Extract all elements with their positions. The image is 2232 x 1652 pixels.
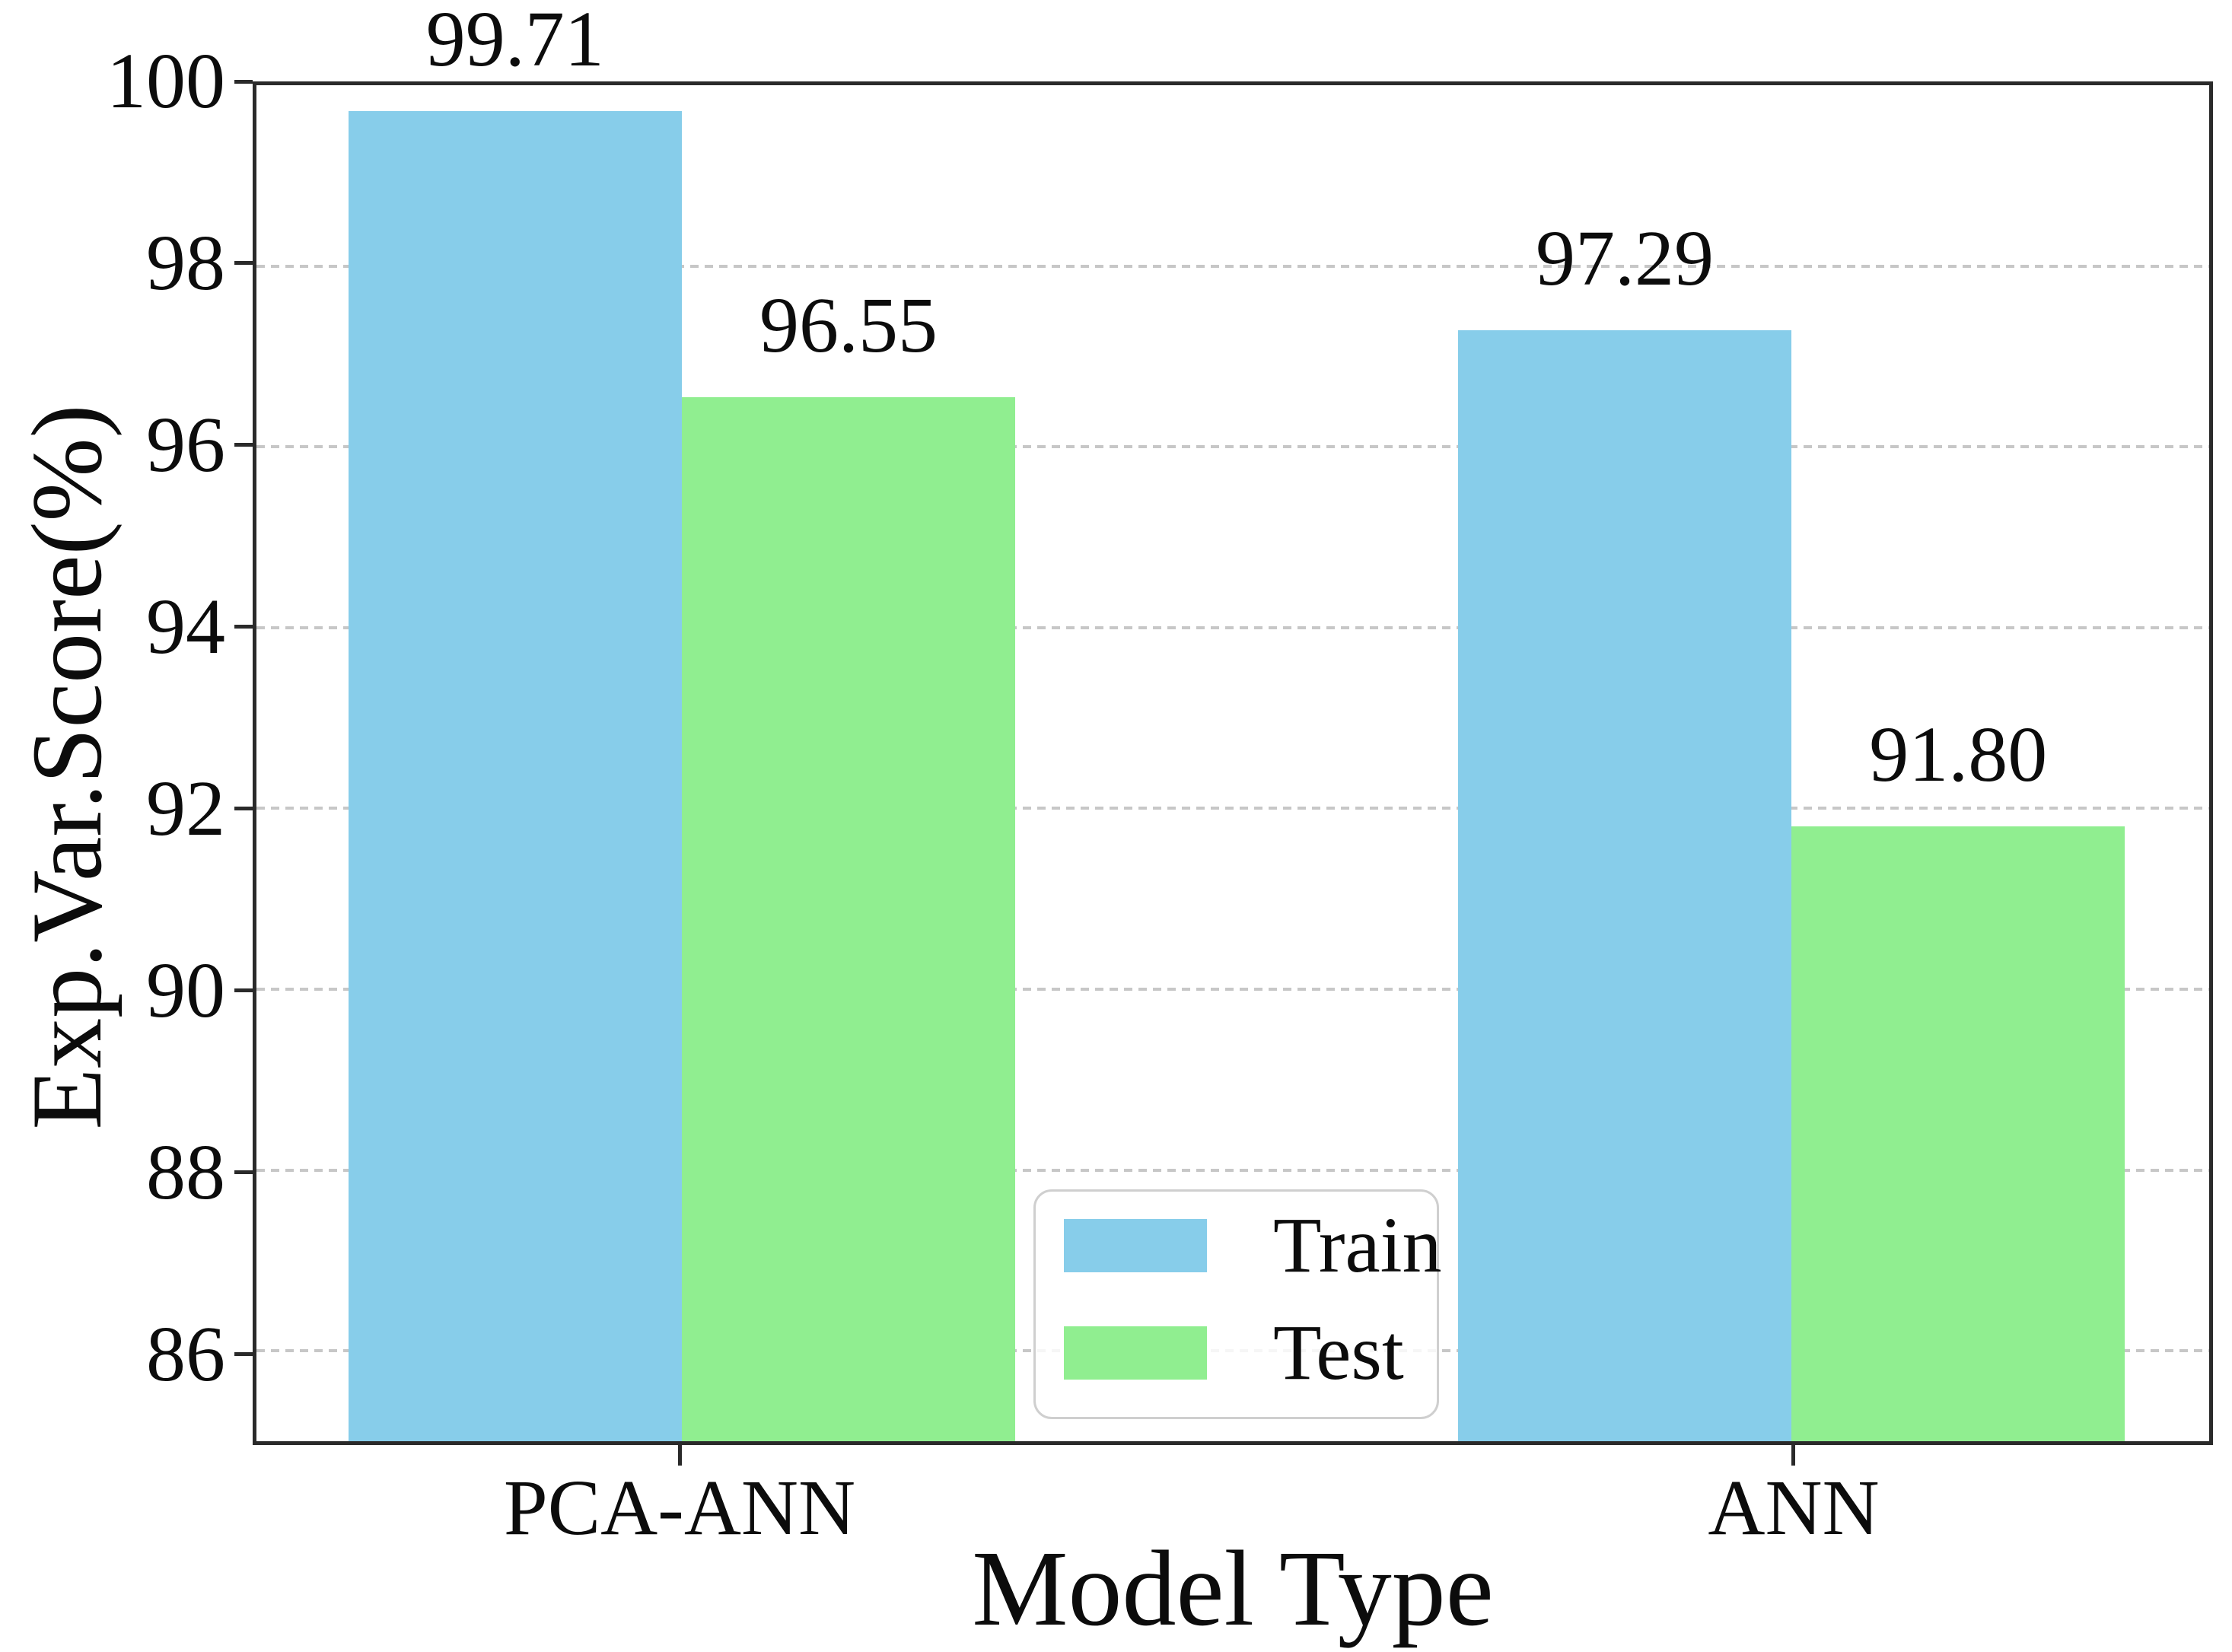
gridline-96 <box>256 445 2209 449</box>
y-tick-label-90: 90 <box>146 946 225 1034</box>
gridline-88 <box>256 1168 2209 1172</box>
bar-test-ann <box>1791 826 2125 1441</box>
legend-label-test: Test <box>1273 1309 1404 1396</box>
bar-value-label-train-pca-ann: 99.71 <box>425 0 604 84</box>
y-tick-mark-92 <box>234 807 253 811</box>
gridline-98 <box>256 264 2209 268</box>
y-tick-label-92: 92 <box>146 764 225 852</box>
y-tick-mark-100 <box>234 79 253 84</box>
y-tick-label-98: 98 <box>146 218 225 307</box>
bar-test-pca-ann <box>681 396 1016 1441</box>
gridline-94 <box>256 625 2209 629</box>
x-tick-label-ann: ANN <box>1708 1464 1880 1552</box>
y-tick-mark-96 <box>234 443 253 447</box>
legend-entry-test: Test <box>1064 1313 1422 1393</box>
test-color-swatch <box>1064 1326 1207 1380</box>
y-tick-mark-94 <box>234 625 253 629</box>
train-color-swatch <box>1064 1219 1207 1272</box>
x-tick-mark-ann <box>1791 1445 1796 1466</box>
y-tick-mark-86 <box>234 1352 253 1357</box>
y-tick-label-88: 88 <box>146 1128 225 1216</box>
bar-value-label-test-ann: 91.80 <box>1869 711 2048 799</box>
bar-value-label-test-pca-ann: 96.55 <box>759 281 938 369</box>
x-axis-title: Model Type <box>972 1528 1494 1648</box>
y-tick-mark-90 <box>234 988 253 993</box>
bar-train-ann <box>1457 329 1792 1441</box>
gridline-92 <box>256 807 2209 810</box>
y-tick-label-100: 100 <box>107 37 225 125</box>
legend: Train Test <box>1033 1189 1442 1419</box>
y-tick-mark-88 <box>234 1170 253 1175</box>
y-tick-label-94: 94 <box>146 582 225 670</box>
bar-value-label-train-ann: 97.29 <box>1535 214 1714 302</box>
x-tick-mark-pca-ann <box>677 1445 682 1466</box>
legend-label-train: Train <box>1273 1202 1442 1289</box>
legend-entry-train: Train <box>1064 1206 1442 1285</box>
y-tick-label-96: 96 <box>146 400 225 489</box>
y-tick-mark-98 <box>234 261 253 266</box>
gridline-90 <box>256 987 2209 991</box>
y-tick-label-86: 86 <box>146 1310 225 1398</box>
x-tick-label-pca-ann: PCA-ANN <box>503 1464 856 1552</box>
bar-train-pca-ann <box>348 111 682 1441</box>
